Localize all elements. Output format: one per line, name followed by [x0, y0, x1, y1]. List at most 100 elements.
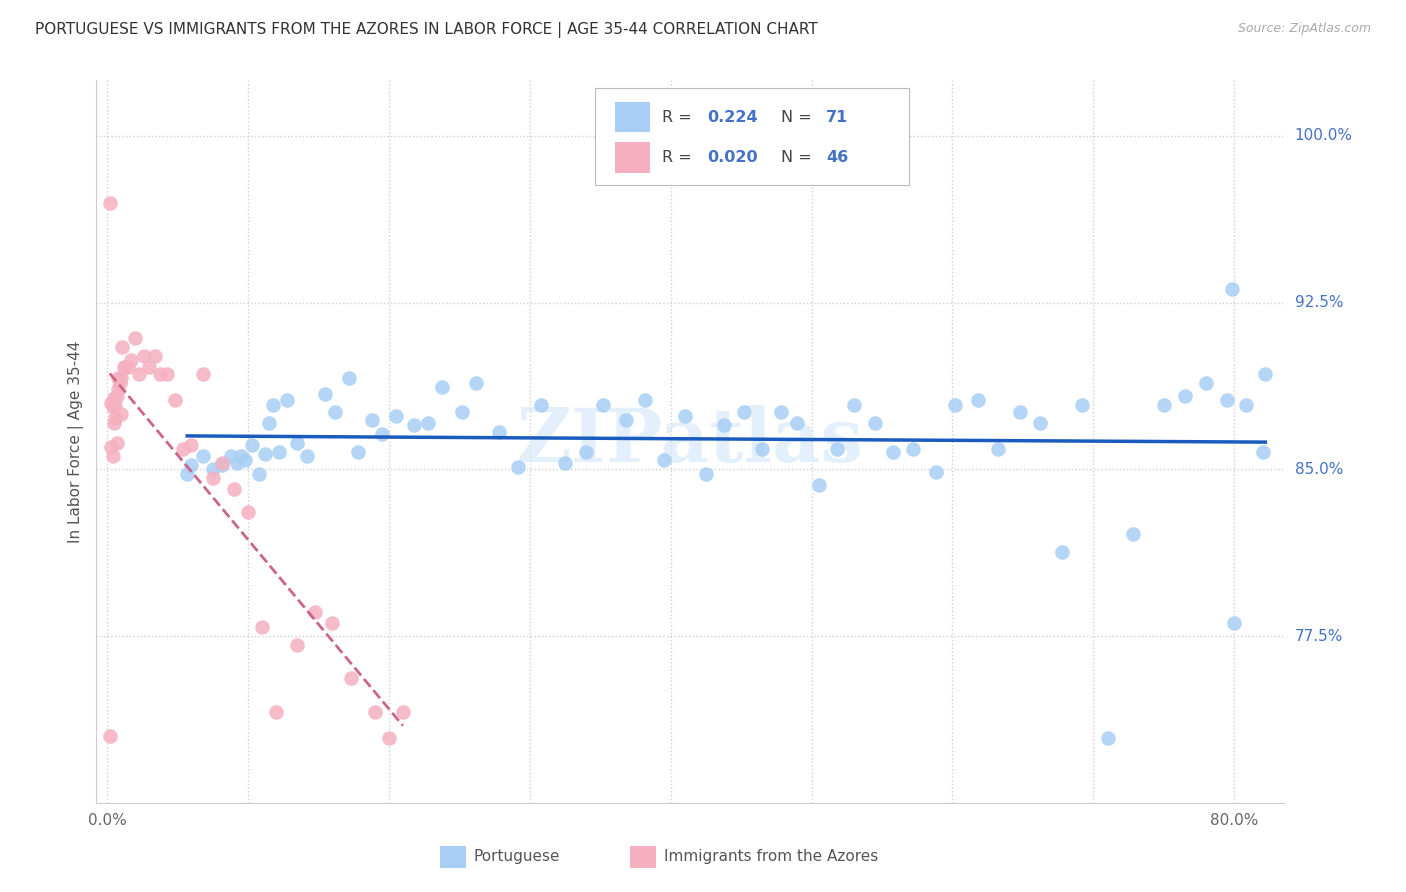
Point	[262, 398, 284, 412]
Point	[117, 360, 139, 375]
Point	[180, 438, 202, 452]
Point	[247, 467, 270, 481]
Point	[1010, 404, 1032, 418]
Point	[132, 349, 155, 363]
Point	[100, 395, 122, 409]
Point	[614, 413, 637, 427]
Point	[103, 391, 125, 405]
Point	[966, 393, 988, 408]
Point	[451, 404, 474, 418]
Point	[180, 458, 202, 472]
Point	[267, 444, 290, 458]
Point	[385, 409, 408, 423]
Point	[191, 449, 214, 463]
Text: N =: N =	[782, 150, 817, 165]
Point	[392, 705, 415, 719]
Text: 0.224: 0.224	[707, 110, 758, 125]
Point	[105, 435, 128, 450]
Point	[111, 340, 134, 354]
Point	[339, 671, 361, 685]
Point	[163, 393, 186, 408]
Point	[222, 483, 245, 497]
Point	[114, 360, 136, 375]
Text: 46: 46	[827, 150, 849, 165]
Point	[807, 478, 830, 492]
Point	[240, 438, 263, 452]
Point	[924, 465, 946, 479]
Text: R =: R =	[662, 110, 697, 125]
Point	[191, 367, 214, 381]
Point	[634, 393, 657, 408]
Point	[432, 380, 454, 394]
Point	[314, 386, 336, 401]
Point	[108, 376, 131, 390]
Point	[149, 367, 172, 381]
Point	[337, 371, 360, 385]
Point	[120, 353, 142, 368]
Text: 77.5%: 77.5%	[1295, 629, 1343, 643]
Point	[943, 398, 966, 412]
FancyBboxPatch shape	[595, 87, 910, 185]
Point	[176, 467, 198, 481]
Text: N =: N =	[782, 110, 817, 125]
Point	[257, 416, 280, 430]
Text: Portuguese: Portuguese	[474, 849, 560, 864]
Point	[370, 426, 392, 441]
Point	[211, 458, 233, 472]
Y-axis label: In Labor Force | Age 35-44: In Labor Force | Age 35-44	[69, 341, 84, 542]
Point	[1223, 615, 1246, 630]
Point	[104, 411, 127, 425]
Point	[1195, 376, 1218, 390]
Point	[465, 376, 488, 390]
Point	[100, 440, 122, 454]
Point	[285, 638, 308, 652]
Point	[107, 371, 129, 385]
Point	[346, 444, 368, 458]
Point	[201, 471, 224, 485]
Point	[1153, 398, 1175, 412]
Point	[751, 442, 773, 457]
Point	[225, 456, 247, 470]
Point	[987, 442, 1010, 457]
FancyBboxPatch shape	[614, 102, 651, 132]
Text: Source: ZipAtlas.com: Source: ZipAtlas.com	[1237, 22, 1371, 36]
Point	[101, 449, 124, 463]
Point	[508, 460, 530, 475]
Text: R =: R =	[662, 150, 697, 165]
Point	[825, 442, 848, 457]
Point	[211, 456, 233, 470]
Point	[229, 449, 252, 463]
Point	[295, 449, 318, 463]
Point	[101, 400, 124, 414]
Point	[276, 393, 298, 408]
Point	[172, 442, 194, 457]
Point	[103, 416, 125, 430]
Point	[323, 404, 346, 418]
Point	[363, 705, 385, 719]
Point	[769, 404, 792, 418]
Text: ZIPatlas: ZIPatlas	[516, 405, 863, 478]
Point	[156, 367, 179, 381]
Point	[554, 456, 576, 470]
Point	[201, 462, 224, 476]
Point	[842, 398, 865, 412]
Point	[882, 444, 904, 458]
Point	[360, 413, 382, 427]
Point	[128, 367, 150, 381]
Point	[1122, 526, 1144, 541]
Point	[1220, 282, 1243, 296]
Point	[786, 416, 808, 430]
Point	[250, 620, 273, 634]
Point	[377, 731, 399, 746]
Point	[112, 360, 135, 375]
Point	[1216, 393, 1239, 408]
Point	[98, 729, 121, 743]
Point	[233, 453, 256, 467]
Point	[863, 416, 886, 430]
Point	[1174, 389, 1197, 403]
Point	[1234, 398, 1257, 412]
Point	[673, 409, 696, 423]
Text: 71: 71	[827, 110, 849, 125]
Text: 0.020: 0.020	[707, 150, 758, 165]
Point	[733, 404, 755, 418]
